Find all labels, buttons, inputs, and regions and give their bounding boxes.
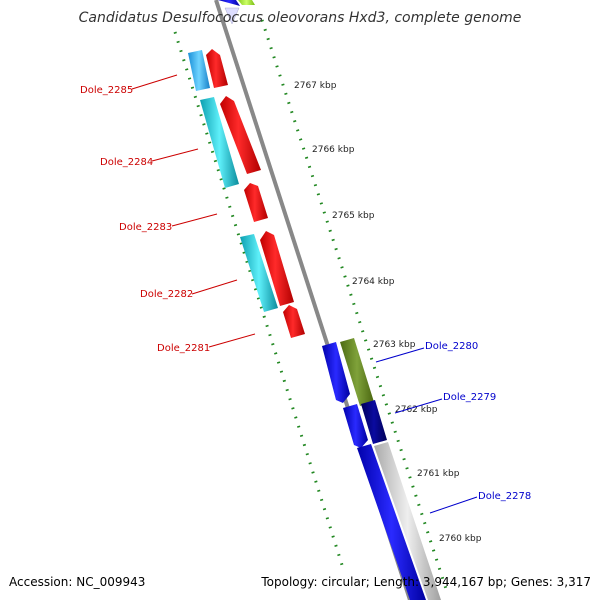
cds-dole-2281-feature xyxy=(283,305,305,338)
tick-label: 2761 kbp xyxy=(417,469,460,479)
kbp-tick-labels: 2767 kbp 2766 kbp 2765 kbp 2764 kbp 2763… xyxy=(294,81,482,544)
cds-dole-2278-feature xyxy=(357,444,426,600)
tick-label: 2766 kbp xyxy=(312,145,355,155)
reverse-gene-labels: Dole_2285 Dole_2284 Dole_2283 Dole_2282 … xyxy=(80,74,256,354)
gene-dole-2280-feature xyxy=(340,338,374,406)
gene-label-dole-2284[interactable]: Dole_2284 xyxy=(100,157,153,168)
gene-label-dole-2281[interactable]: Dole_2281 xyxy=(157,343,210,354)
cds-dole-2279-feature xyxy=(343,404,368,448)
cds-dole-2280-feature xyxy=(322,342,350,403)
tick-label: 2765 kbp xyxy=(332,211,375,221)
partial-feature-lime xyxy=(238,0,255,5)
gene-label-dole-2280[interactable]: Dole_2280 xyxy=(425,341,478,352)
label-leader-line xyxy=(208,333,256,348)
partial-feature-blue xyxy=(218,0,240,6)
label-leader-line xyxy=(375,347,425,363)
gene-dole-2285-feature xyxy=(188,50,210,91)
inner-tick-ring xyxy=(173,31,344,566)
cds-dole-2285-feature xyxy=(206,49,228,88)
gene-label-dole-2278[interactable]: Dole_2278 xyxy=(478,491,531,502)
gene-label-dole-2285[interactable]: Dole_2285 xyxy=(80,85,133,96)
label-leader-line xyxy=(191,279,238,295)
gene-dole-2279-feature xyxy=(361,400,387,444)
partial-feature-lavender xyxy=(224,7,240,25)
forward-gene-labels: Dole_2280 Dole_2279 Dole_2278 xyxy=(375,341,531,514)
gene-dole-2284-feature xyxy=(200,97,239,188)
genome-stats-text: Topology: circular; Length: 3,944,167 bp… xyxy=(260,575,591,589)
accession-text: Accession: NC_009943 xyxy=(9,575,145,589)
gene-label-dole-2282[interactable]: Dole_2282 xyxy=(140,289,193,300)
tick-label: 2763 kbp xyxy=(373,340,416,350)
cds-dole-2282-feature xyxy=(260,231,294,306)
gene-dole-2282-feature xyxy=(240,234,278,312)
label-leader-line xyxy=(151,148,199,162)
gene-label-dole-2279[interactable]: Dole_2279 xyxy=(443,392,496,403)
gene-label-dole-2283[interactable]: Dole_2283 xyxy=(119,222,172,233)
cds-dole-2284-feature xyxy=(220,96,261,174)
label-leader-line xyxy=(171,213,218,227)
genome-title: Candidatus Desulfococcus oleovorans Hxd3… xyxy=(79,10,522,26)
label-leader-line xyxy=(131,74,178,90)
tick-label: 2767 kbp xyxy=(294,81,337,91)
tick-label: 2764 kbp xyxy=(352,277,395,287)
cds-dole-2283-feature xyxy=(244,183,268,222)
tick-label: 2762 kbp xyxy=(395,405,438,415)
gene-dole-2278-feature xyxy=(374,442,441,600)
label-leader-line xyxy=(394,398,443,414)
label-leader-line xyxy=(429,496,478,514)
tick-label: 2760 kbp xyxy=(439,534,482,544)
